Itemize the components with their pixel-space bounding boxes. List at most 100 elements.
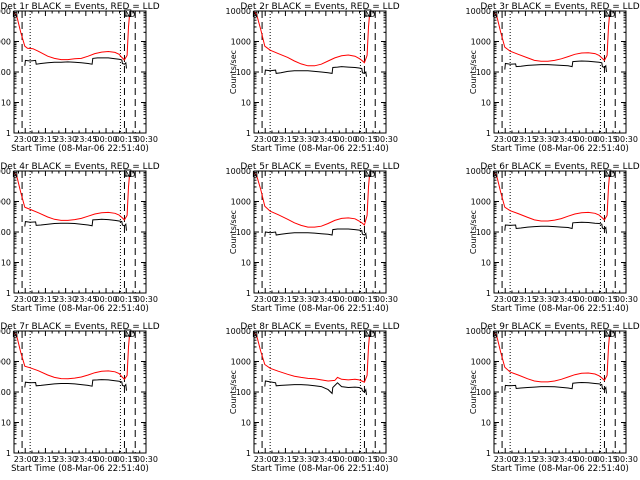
y-tick-label: 1 [246, 449, 251, 458]
y-tick-label: 10 [1, 419, 11, 428]
x-axis-label: Start Time (08-Mar-06 22:51:40) [491, 304, 629, 314]
x-axis-label: Start Time (08-Mar-06 22:51:40) [251, 464, 389, 474]
x-tick-label: 00:00 [335, 455, 358, 464]
series-line-lld [253, 171, 371, 228]
y-tick-label: 1 [486, 129, 491, 138]
series-line-lld [493, 171, 611, 222]
x-tick-label: 23:00 [494, 295, 517, 304]
y-axis-label: Counts/sec [229, 50, 238, 94]
marker-n: N [12, 170, 18, 179]
x-tick-label: 23:15 [274, 455, 297, 464]
marker-n: N [365, 170, 371, 179]
series-line-events [264, 380, 367, 396]
marker-n: N [492, 10, 498, 19]
panel-title: Det 5r BLACK = Events, RED = LLD [240, 162, 399, 172]
x-tick-label: 23:45 [314, 295, 337, 304]
marker-n: N [605, 330, 611, 339]
marker-n: N [125, 170, 131, 179]
marker-n: N [605, 10, 611, 19]
series-line-events [504, 221, 607, 234]
y-tick-label: 10 [481, 259, 491, 268]
marker-box [364, 329, 372, 337]
y-tick-label: 1000 [471, 358, 491, 367]
marker-box [124, 329, 132, 337]
y-tick-label: 100 [476, 388, 491, 397]
panel-title: Det 6r BLACK = Events, RED = LLD [480, 162, 639, 172]
y-tick-label: 1000 [0, 358, 11, 367]
y-tick-label: 1 [246, 129, 251, 138]
x-tick-label: 23:45 [74, 295, 97, 304]
y-tick-label: 1000 [231, 358, 251, 367]
x-tick-label: 23:15 [514, 455, 537, 464]
panel-title: Det 7r BLACK = Events, RED = LLD [0, 322, 159, 332]
y-tick-label: 1000 [0, 198, 11, 207]
marker-box [364, 9, 372, 17]
x-tick-label: 23:30 [534, 135, 557, 144]
marker-d: D [369, 330, 375, 339]
panel-title: Det 9r BLACK = Events, RED = LLD [480, 322, 639, 332]
x-tick-label: 23:00 [14, 455, 37, 464]
plot-frame [13, 10, 147, 134]
y-tick-label: 10 [241, 99, 251, 108]
detector-panel-1: Det 1r BLACK = Events, RED = LLD 1 10 100 10… [0, 2, 160, 154]
marker-box [364, 169, 372, 177]
series-line-lld [253, 331, 371, 383]
x-axis-label: Start Time (08-Mar-06 22:51:40) [11, 304, 149, 314]
x-tick-label: 23:30 [54, 135, 77, 144]
y-tick-label: 10 [1, 99, 11, 108]
series-line-events [24, 218, 127, 231]
y-tick-label: 1 [486, 289, 491, 298]
y-tick-label: 10000 [226, 167, 251, 176]
x-axis-label: Start Time (08-Mar-06 22:51:40) [251, 144, 389, 154]
marker-n: N [125, 10, 131, 19]
marker-box [124, 9, 132, 17]
x-tick-label: 23:15 [274, 295, 297, 304]
y-tick-label: 10000 [0, 327, 11, 336]
x-tick-label: 23:15 [514, 135, 537, 144]
y-tick-label: 1 [6, 289, 11, 298]
series-line-events [264, 66, 367, 77]
x-tick-label: 23:30 [54, 455, 77, 464]
marker-d: D [369, 170, 375, 179]
x-tick-label: 00:30 [135, 135, 158, 144]
x-tick-label: 23:45 [74, 455, 97, 464]
y-tick-label: 1000 [0, 38, 11, 47]
marker-d: D [609, 10, 615, 19]
x-tick-label: 00:15 [355, 295, 378, 304]
x-tick-label: 23:30 [294, 455, 317, 464]
x-tick-label: 23:15 [274, 135, 297, 144]
marker-n: N [12, 330, 18, 339]
y-tick-label: 100 [0, 68, 11, 77]
marker-n: N [252, 330, 258, 339]
marker-box [124, 169, 132, 177]
y-axis-label: Counts/sec [469, 370, 478, 414]
panel-title: Det 1r BLACK = Events, RED = LLD [0, 2, 159, 12]
x-tick-label: 00:30 [375, 455, 398, 464]
plot-frame [13, 170, 147, 294]
y-tick-label: 10 [481, 99, 491, 108]
y-tick-label: 10 [241, 419, 251, 428]
x-tick-label: 00:30 [135, 295, 158, 304]
y-axis-label: Counts/sec [229, 370, 238, 414]
y-tick-label: 100 [236, 388, 251, 397]
marker-n: N [365, 330, 371, 339]
series-line-lld [253, 11, 371, 67]
x-tick-label: 00:15 [595, 455, 618, 464]
series-line-lld [13, 11, 131, 61]
marker-d: D [609, 170, 615, 179]
y-tick-label: 10000 [226, 7, 251, 16]
x-tick-label: 00:00 [575, 135, 598, 144]
series-line-events [264, 228, 367, 239]
x-tick-label: 23:00 [14, 135, 37, 144]
x-tick-label: 23:45 [74, 135, 97, 144]
plot-frame [13, 330, 147, 454]
x-tick-label: 00:00 [335, 295, 358, 304]
marker-box [604, 169, 612, 177]
x-tick-label: 23:00 [14, 295, 37, 304]
detector-panel-4: Det 4r BLACK = Events, RED = LLD 1 10 100 10… [0, 162, 160, 314]
x-tick-label: 23:00 [254, 295, 277, 304]
series-line-lld [493, 331, 611, 383]
x-tick-label: 00:15 [595, 135, 618, 144]
panel-title: Det 3r BLACK = Events, RED = LLD [480, 2, 639, 12]
x-tick-label: 00:00 [95, 455, 118, 464]
